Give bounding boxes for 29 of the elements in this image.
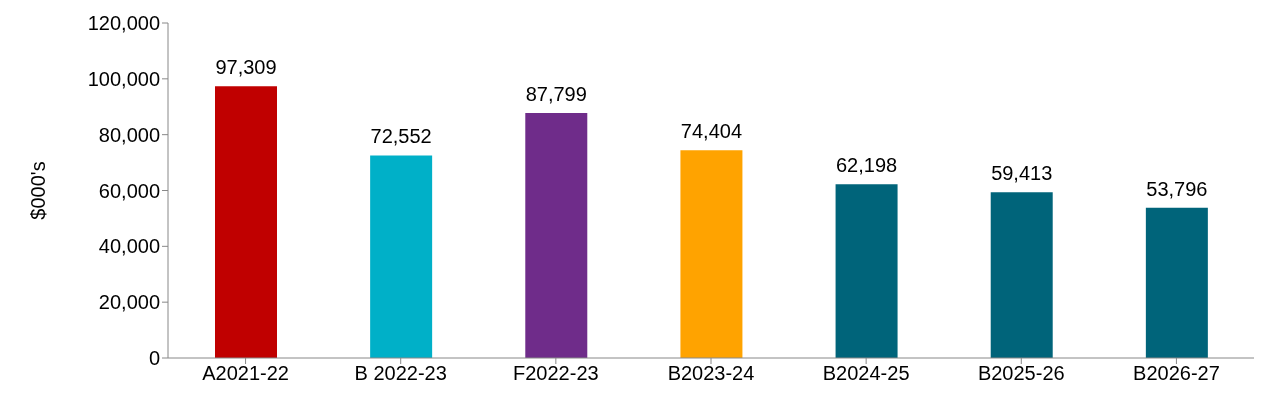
data-label: 59,413 <box>991 162 1053 185</box>
x-tick-label: B2023-24 <box>667 362 755 385</box>
bar <box>1145 207 1208 358</box>
data-label: 53,796 <box>1146 177 1208 200</box>
data-label: 72,552 <box>370 125 432 148</box>
x-tick-label: B2024-25 <box>822 362 910 385</box>
bar <box>680 150 743 358</box>
bar <box>370 155 433 358</box>
data-label: 97,309 <box>215 56 277 79</box>
x-tick-label: A2021-22 <box>202 362 289 385</box>
y-tick-label: 120,000 <box>87 12 160 35</box>
x-tick-label: B2025-26 <box>977 362 1065 385</box>
bar <box>215 86 277 358</box>
y-axis-title: $000's <box>27 161 50 220</box>
y-tick-label: 40,000 <box>98 235 160 258</box>
y-tick-label: 20,000 <box>98 291 160 314</box>
bar <box>835 184 898 358</box>
bar <box>990 192 1053 358</box>
x-tick-label: F2022-23 <box>513 362 599 385</box>
data-label: 87,799 <box>525 82 587 105</box>
bar <box>525 112 588 358</box>
x-tick-label: B2026-27 <box>1133 362 1220 385</box>
y-tick-label: 0 <box>148 347 160 370</box>
y-tick-label: 100,000 <box>87 67 160 90</box>
data-label: 62,198 <box>835 154 898 177</box>
y-tick-label: 80,000 <box>98 123 160 146</box>
x-tick-label: B 2022-23 <box>354 362 447 385</box>
data-label: 74,404 <box>680 120 743 143</box>
y-tick-label: 60,000 <box>98 179 160 202</box>
